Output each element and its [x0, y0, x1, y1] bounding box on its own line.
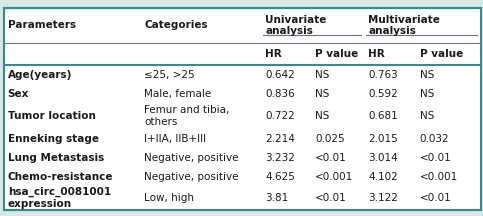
Text: Low, high: Low, high	[144, 193, 195, 203]
Text: HR: HR	[368, 49, 385, 59]
Text: Chemo-resistance: Chemo-resistance	[8, 172, 113, 182]
Text: 2.214: 2.214	[265, 134, 295, 144]
Text: 4.102: 4.102	[368, 172, 398, 182]
Text: 0.836: 0.836	[265, 89, 295, 99]
Text: 0.722: 0.722	[265, 111, 295, 121]
Text: 0.763: 0.763	[368, 70, 398, 80]
Text: NS: NS	[315, 89, 329, 99]
Text: Multivariate
analysis: Multivariate analysis	[368, 15, 440, 36]
Text: NS: NS	[315, 70, 329, 80]
Text: Negative, positive: Negative, positive	[144, 153, 239, 163]
Text: <0.001: <0.001	[420, 172, 458, 182]
Text: 3.81: 3.81	[265, 193, 288, 203]
Text: NS: NS	[315, 111, 329, 121]
Text: 0.025: 0.025	[315, 134, 344, 144]
Text: <0.01: <0.01	[315, 153, 347, 163]
Text: Femur and tibia,
others: Femur and tibia, others	[144, 105, 230, 127]
Text: 0.642: 0.642	[265, 70, 295, 80]
Text: <0.01: <0.01	[315, 193, 347, 203]
Text: NS: NS	[420, 111, 434, 121]
Text: Tumor location: Tumor location	[8, 111, 96, 121]
Text: Enneking stage: Enneking stage	[8, 134, 99, 144]
Text: 2.015: 2.015	[368, 134, 398, 144]
Text: NS: NS	[420, 70, 434, 80]
Text: <0.01: <0.01	[420, 153, 452, 163]
Text: P value: P value	[420, 49, 463, 59]
Text: <0.01: <0.01	[420, 193, 452, 203]
Text: <0.001: <0.001	[315, 172, 353, 182]
Text: 3.014: 3.014	[368, 153, 398, 163]
Text: NS: NS	[420, 89, 434, 99]
Text: 3.122: 3.122	[368, 193, 398, 203]
Text: Male, female: Male, female	[144, 89, 212, 99]
Text: Negative, positive: Negative, positive	[144, 172, 239, 182]
Text: Lung Metastasis: Lung Metastasis	[8, 153, 104, 163]
Text: hsa_circ_0081001
expression: hsa_circ_0081001 expression	[8, 187, 111, 209]
Text: 0.681: 0.681	[368, 111, 398, 121]
Text: I+IIA, IIB+III: I+IIA, IIB+III	[144, 134, 207, 144]
Text: 4.625: 4.625	[265, 172, 295, 182]
Text: 0.592: 0.592	[368, 89, 398, 99]
Text: Univariate
analysis: Univariate analysis	[265, 15, 327, 36]
Text: ≤25, >25: ≤25, >25	[144, 70, 195, 80]
Text: HR: HR	[265, 49, 282, 59]
Text: Sex: Sex	[8, 89, 29, 99]
Text: 3.232: 3.232	[265, 153, 295, 163]
Text: Categories: Categories	[144, 20, 208, 30]
Text: 0.032: 0.032	[420, 134, 449, 144]
Text: Parameters: Parameters	[8, 20, 76, 30]
Text: P value: P value	[315, 49, 358, 59]
Text: Age(years): Age(years)	[8, 70, 72, 80]
FancyBboxPatch shape	[4, 8, 481, 210]
